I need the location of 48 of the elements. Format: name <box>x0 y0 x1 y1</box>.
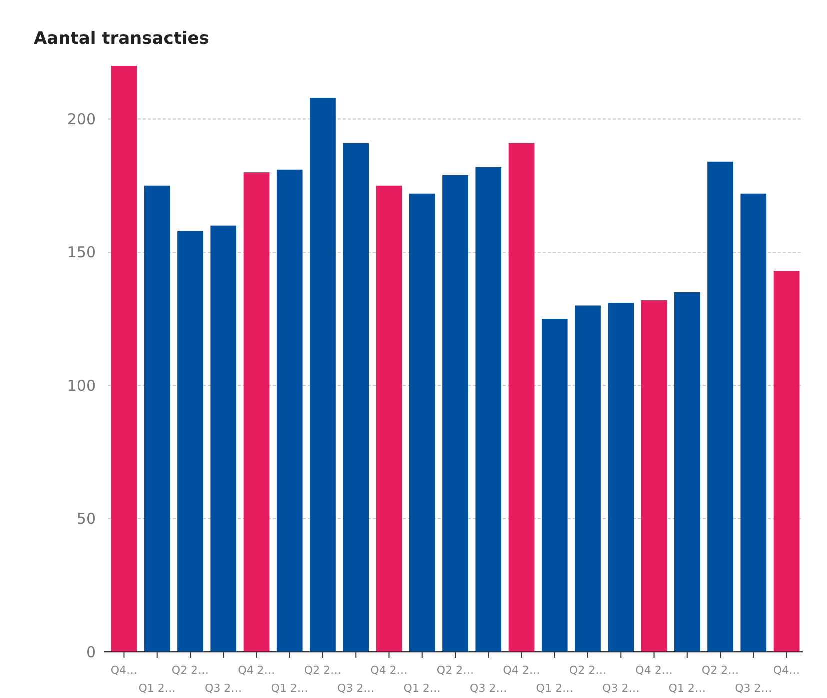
x-tick-label: Q4… <box>110 664 138 677</box>
x-tick-label: Q3 2… <box>338 682 375 695</box>
y-tick-label: 100 <box>67 376 96 395</box>
bar <box>244 172 270 652</box>
x-tick-label: Q3 2… <box>470 682 508 695</box>
x-tick-label: Q4 2… <box>370 664 408 677</box>
bar <box>508 143 535 652</box>
x-tick-label: Q1 2… <box>536 682 574 695</box>
y-tick-label: 200 <box>67 110 96 129</box>
x-tick-label: Q1 2… <box>404 682 441 695</box>
x-tick-label: Q4… <box>773 664 800 677</box>
x-tick-label: Q4 2… <box>238 664 276 677</box>
x-tick-label: Q4 2… <box>503 664 540 677</box>
x-tick-label: Q3 2… <box>205 682 242 695</box>
bar <box>111 66 138 652</box>
bar <box>210 226 237 652</box>
x-tick-label: Q3 2… <box>602 682 640 695</box>
bar <box>708 162 734 652</box>
chart-title: Aantal transacties <box>34 29 210 49</box>
bar <box>144 186 170 652</box>
x-tick-label: Q1 2… <box>271 682 308 695</box>
x-tick-label: Q2 2… <box>569 664 607 677</box>
x-tick-label: Q2 2… <box>436 664 474 677</box>
bar <box>575 306 601 652</box>
x-tick-label: Q2 2… <box>172 664 210 677</box>
x-tick-label: Q3 2… <box>735 682 772 695</box>
x-tick-label: Q2 2… <box>304 664 342 677</box>
bar <box>740 194 767 652</box>
bar <box>178 231 204 652</box>
bar <box>409 194 436 652</box>
bar <box>376 186 402 652</box>
y-tick-label: 0 <box>86 643 96 662</box>
x-tick-label: Q1 2… <box>138 682 176 695</box>
bar <box>310 98 336 652</box>
x-tick-label: Q4 2… <box>636 664 673 677</box>
bar <box>476 167 502 652</box>
bar <box>674 292 700 652</box>
bar <box>641 300 668 652</box>
bar <box>442 175 468 652</box>
bar <box>343 143 370 652</box>
bar <box>276 170 303 652</box>
bar <box>774 271 800 652</box>
x-tick-label: Q2 2… <box>702 664 740 677</box>
x-tick-label: Q1 2… <box>668 682 706 695</box>
bar <box>542 319 568 652</box>
y-tick-label: 150 <box>67 244 96 262</box>
bar <box>608 303 634 652</box>
y-tick-label: 50 <box>76 510 96 528</box>
